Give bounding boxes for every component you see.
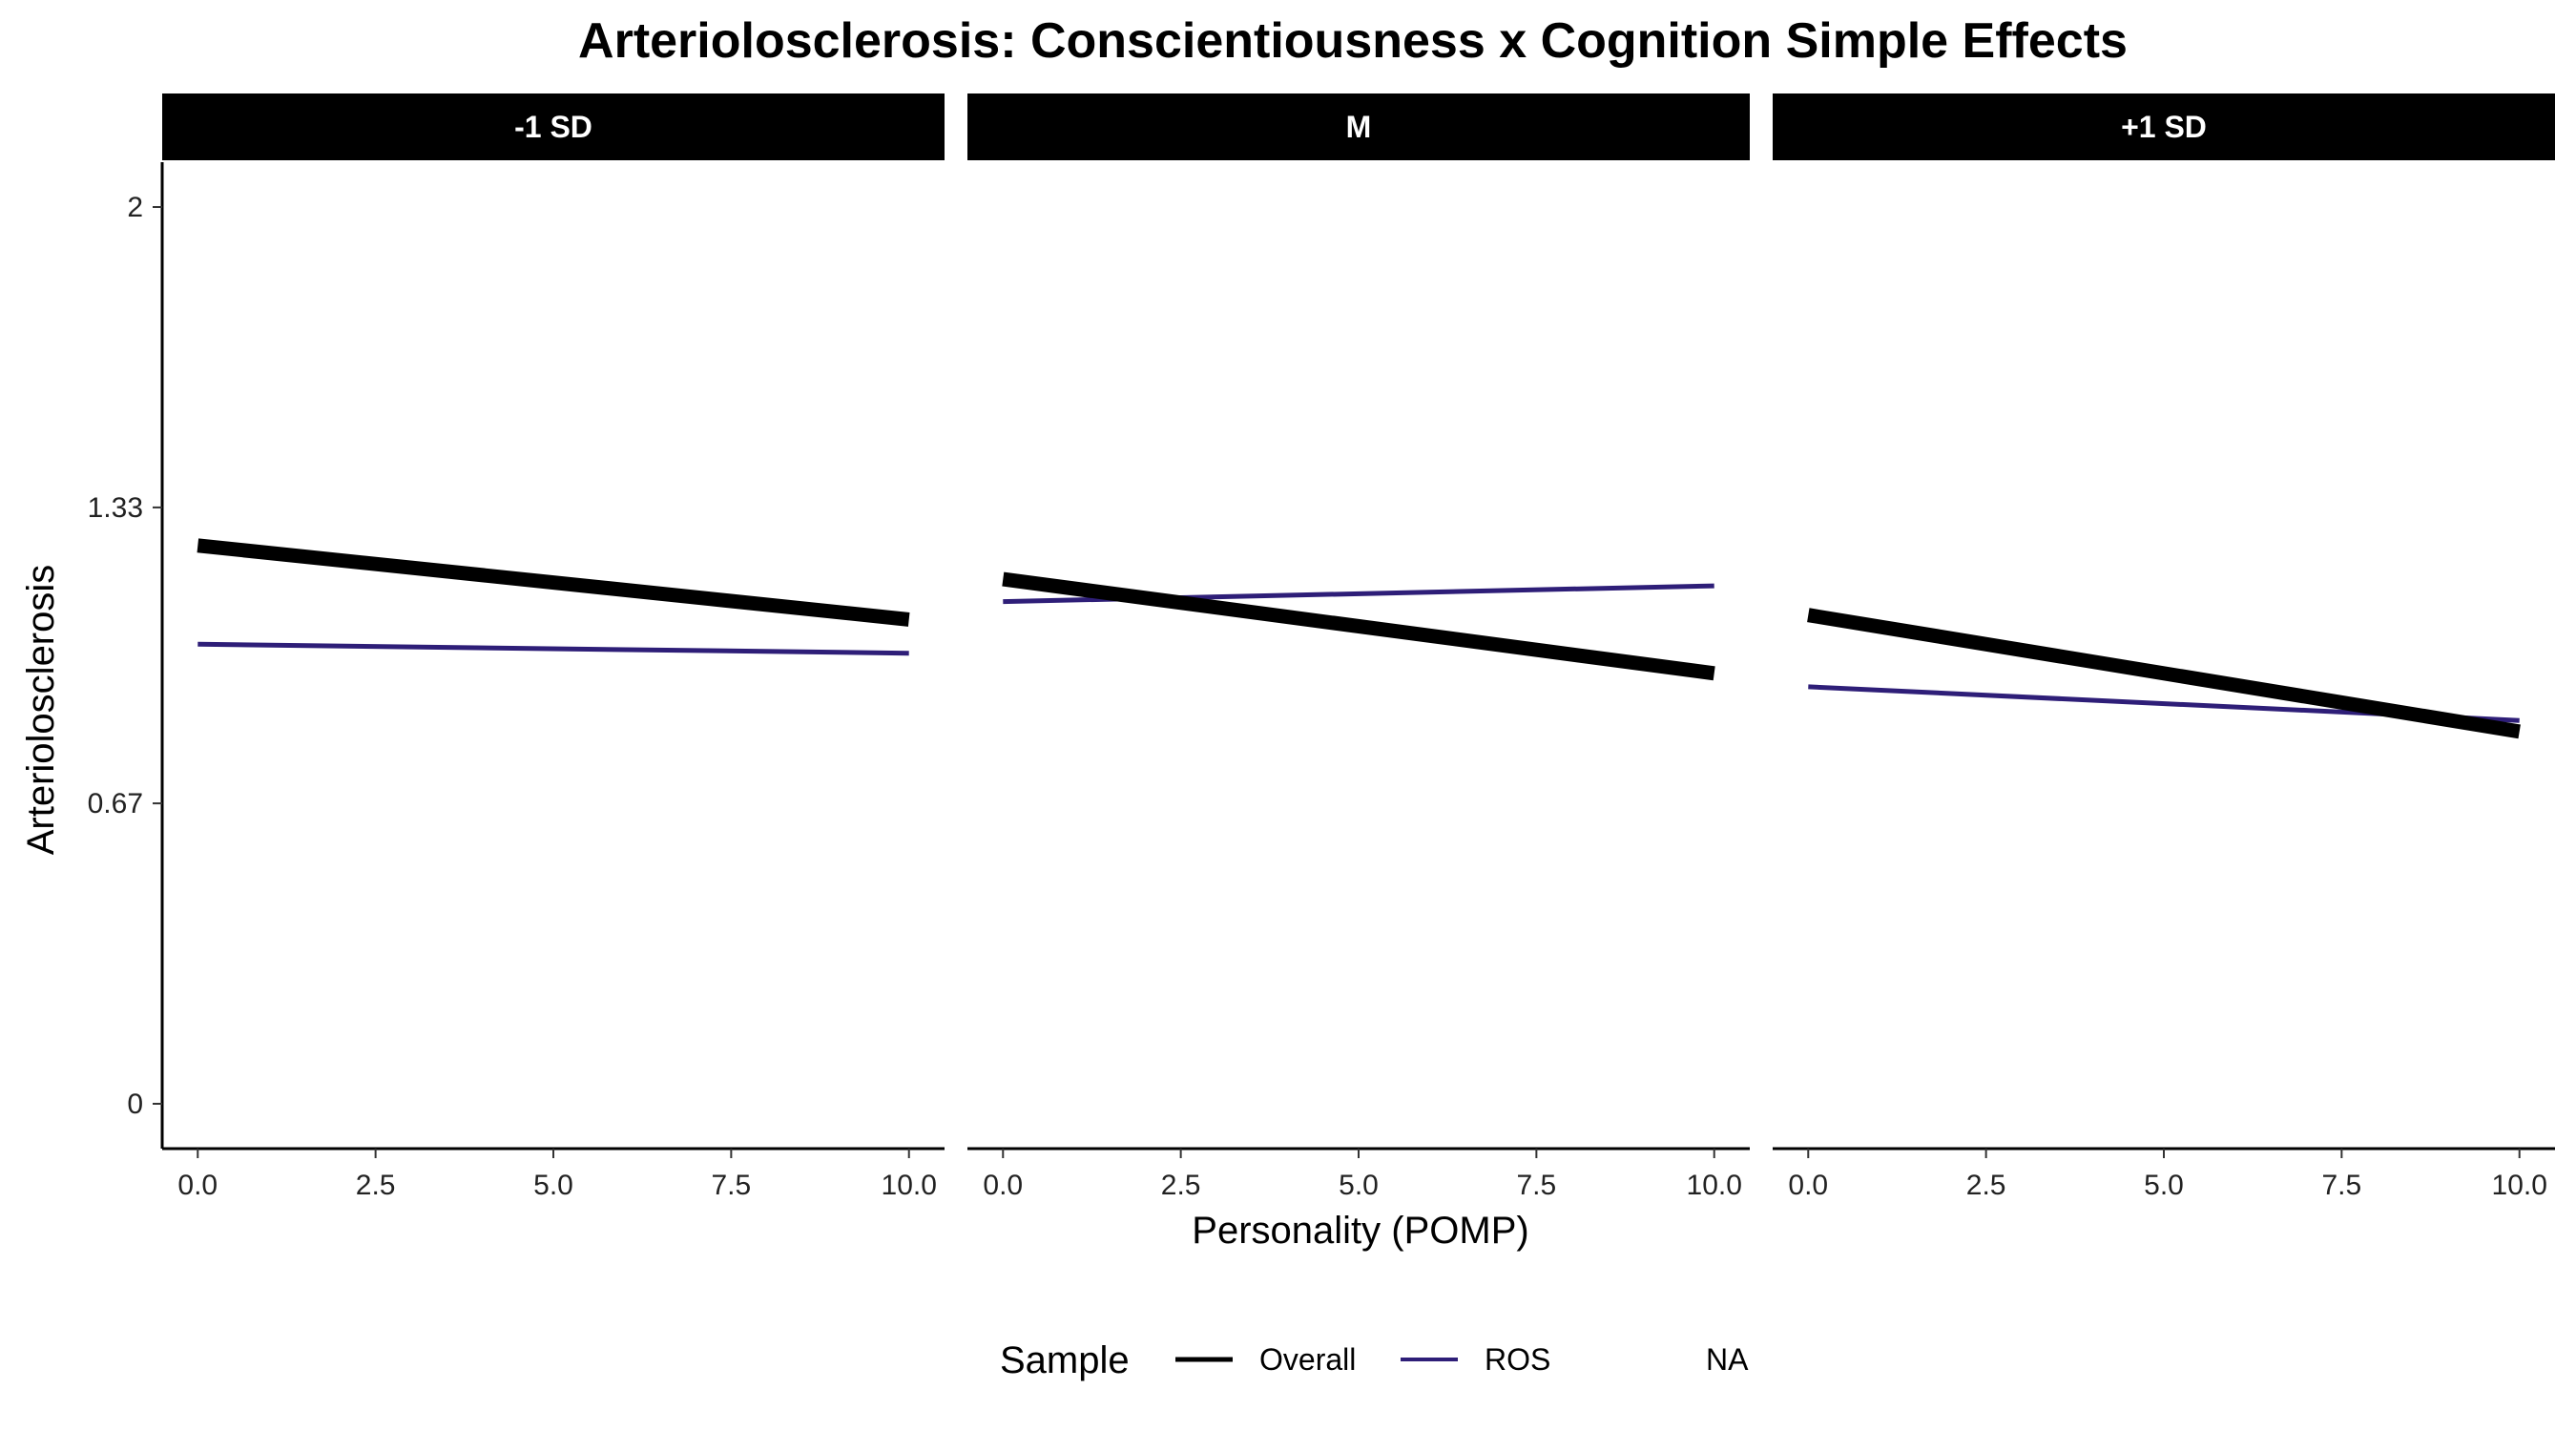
x-tick-label: 10.0 — [1687, 1170, 1742, 1201]
y-tick-label: 2 — [127, 192, 143, 223]
series-line-overall — [1807, 608, 2521, 739]
facet-strip — [1773, 93, 2555, 160]
x-tick-label: 5.0 — [1339, 1170, 1379, 1201]
panel-m: M 0.0 2.5 5.0 7.5 10.0 — [967, 93, 1750, 1201]
y-tick-label: 0 — [127, 1089, 143, 1120]
x-tick-label: 2.5 — [356, 1170, 396, 1201]
panel-1-sd: -1 SD 0.0 2.5 5.0 7.5 10.0 — [162, 93, 945, 1201]
y-tick-label: 0.67 — [88, 788, 143, 819]
y-tick-label: 1.33 — [88, 492, 143, 524]
legend: Sample Overall ROS NA — [1000, 1339, 1749, 1381]
x-tick-label: 10.0 — [2492, 1170, 2547, 1201]
x-tick-label: 2.5 — [1161, 1170, 1201, 1201]
legend-label-overall: Overall — [1259, 1342, 1356, 1377]
facet-panels: -1 SD0.0 2.5 5.0 7.5 10.0M0.0 2.5 5.0 7.5 10.0+1… — [162, 93, 2555, 1201]
y-axis: 0 0.67 1.33 2 — [88, 162, 164, 1149]
x-tick-label: 7.5 — [712, 1170, 752, 1201]
x-tick-label: 0.0 — [177, 1170, 218, 1201]
x-axis-title: Personality (POMP) — [1192, 1210, 1528, 1252]
chart-title: Arteriolosclerosis: Conscientiousness x … — [578, 13, 2128, 69]
panel-1-sd: +1 SD 0.0 2.5 5.0 7.5 10.0 — [1773, 93, 2555, 1201]
x-tick-label: 10.0 — [882, 1170, 937, 1201]
legend-label-ros: ROS — [1485, 1342, 1550, 1377]
legend-label-na: NA — [1706, 1342, 1749, 1377]
x-tick-label: 0.0 — [1788, 1170, 1828, 1201]
x-tick-label: 7.5 — [2322, 1170, 2362, 1201]
x-tick-label: 5.0 — [533, 1170, 573, 1201]
x-tick-label: 2.5 — [1966, 1170, 2006, 1201]
facet-strip-label: -1 SD — [514, 110, 592, 144]
series-line-ros — [197, 641, 909, 656]
x-tick-label: 7.5 — [1517, 1170, 1557, 1201]
x-tick-label: 0.0 — [983, 1170, 1023, 1201]
facet-strip — [162, 93, 945, 160]
facet-strip-label: +1 SD — [2121, 110, 2207, 144]
x-tick-label: 5.0 — [2144, 1170, 2184, 1201]
y-axis-title: Arteriolosclerosis — [20, 565, 62, 856]
legend-title: Sample — [1000, 1339, 1130, 1381]
facet-strip — [967, 93, 1750, 160]
series-line-overall — [197, 538, 910, 627]
facet-strip-label: M — [1346, 110, 1372, 144]
series-line-overall — [1002, 571, 1715, 681]
